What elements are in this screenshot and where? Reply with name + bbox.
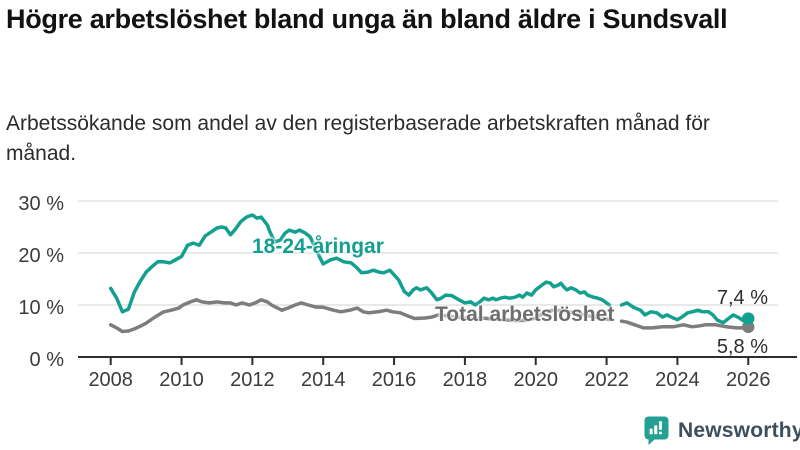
end-value-label-18-24: 7,4 %	[716, 287, 768, 309]
end-value-label-total: 5,8 %	[716, 336, 768, 358]
series-line-0-seg1	[619, 301, 751, 325]
x-tick-label-2012: 2012	[230, 369, 275, 391]
y-tick-label-20: 20 %	[18, 245, 64, 267]
newsworthy-wordmark: Newsworthy	[678, 418, 800, 442]
series-label-total: Total arbetslöshet	[435, 303, 615, 326]
chart-subtitle: Arbetssökande som andel av den registerb…	[6, 112, 710, 165]
x-tick-label-2014: 2014	[300, 369, 346, 391]
series-line-1-seg0	[108, 298, 612, 334]
y-tick-label-10: 10 %	[18, 297, 64, 319]
x-tick-label-2010: 2010	[159, 369, 204, 391]
series-label-18-24: 18-24-åringar	[252, 235, 384, 258]
end-dot-18-24-åringar	[742, 312, 755, 325]
x-tick-label-2020: 2020	[513, 369, 558, 391]
page-title: Högre arbetslöshet bland unga än bland ä…	[6, 4, 728, 34]
newsworthy-logo: Newsworthy	[644, 415, 800, 445]
y-tick-label-30: 30 %	[18, 193, 64, 215]
x-tick-label-2016: 2016	[371, 369, 417, 391]
series-line-0-seg0	[108, 213, 612, 314]
y-tick-label-0: 0 %	[29, 349, 64, 371]
x-tick-label-2008: 2008	[88, 369, 133, 391]
newsworthy-chart-bubble-icon	[644, 416, 669, 445]
x-tick-label-2018: 2018	[442, 369, 488, 391]
x-tick-label-2024: 2024	[655, 369, 700, 391]
series-line-1-seg1	[619, 319, 751, 330]
x-tick-label-2022: 2022	[584, 369, 629, 391]
x-tick-label-2026: 2026	[726, 369, 771, 391]
